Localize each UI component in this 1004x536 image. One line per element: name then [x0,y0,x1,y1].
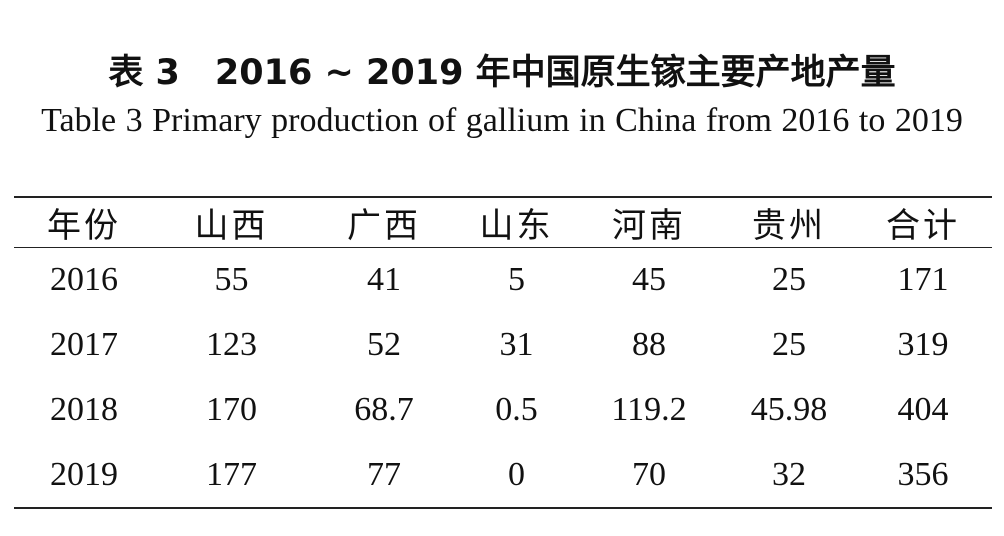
value-cell: 5 [508,261,525,299]
value-cell: 319 [897,326,949,363]
value-cell: 123 [206,326,257,363]
column-header: 山东 [479,208,554,245]
value-cell: 356 [897,455,949,493]
data-table: 年份 山西 广西 山东 河南 贵州 合计 2016 55 41 5 45 25 171 2017 123 52… [14,196,992,509]
value-cell: 45.98 [750,391,828,428]
value-cell: 52 [367,326,401,363]
value-cell: 25 [772,326,806,363]
year-cell: 2019 [50,455,118,493]
value-cell: 68.7 [354,391,414,428]
value-cell: 177 [206,455,257,493]
value-cell: 25 [772,261,806,299]
table-row: 2019 177 77 0 70 32 356 [14,443,992,508]
value-cell: 170 [206,391,257,428]
value-cell: 31 [499,326,534,363]
value-cell: 55 [214,261,249,299]
value-cell: 404 [897,391,949,428]
year-cell: 2017 [50,326,118,363]
table-head: 年份 山西 广西 山东 河南 贵州 合计 [14,197,992,248]
column-header: 贵州 [752,208,826,245]
column-header: 合计 [886,208,960,245]
year-cell: 2016 [50,261,118,299]
value-cell: 32 [772,455,806,493]
value-cell: 77 [367,455,401,493]
table-row: 2018 170 68.7 0.5 119.2 45.98 404 [14,378,992,443]
table-row: 2016 55 41 5 45 25 171 [14,248,992,313]
table-row: 2017 123 52 31 88 25 319 [14,313,992,378]
year-cell: 2018 [50,391,118,428]
column-header: 广西 [347,208,421,245]
value-cell: 0.5 [495,391,538,428]
column-header: 山西 [194,208,269,245]
column-header: 河南 [612,208,686,245]
value-cell: 88 [632,326,666,363]
value-cell: 41 [367,261,401,299]
column-header: 年份 [47,208,121,245]
value-cell: 171 [897,261,949,299]
table-body: 2016 55 41 5 45 25 171 2017 123 52 31 88 25 319 2018 17… [14,248,992,508]
value-cell: 0 [508,455,525,493]
table-title: 表 3 2016 ~ 2019 年中国原生镓主要产地产量 [108,53,896,93]
header-row: 年份 山西 广西 山东 河南 贵州 合计 [14,197,992,248]
value-cell: 45 [632,261,666,299]
value-cell: 119.2 [611,391,687,428]
table-subtitle: Table 3 Primary production of gallium in… [41,102,963,139]
value-cell: 70 [632,455,666,493]
